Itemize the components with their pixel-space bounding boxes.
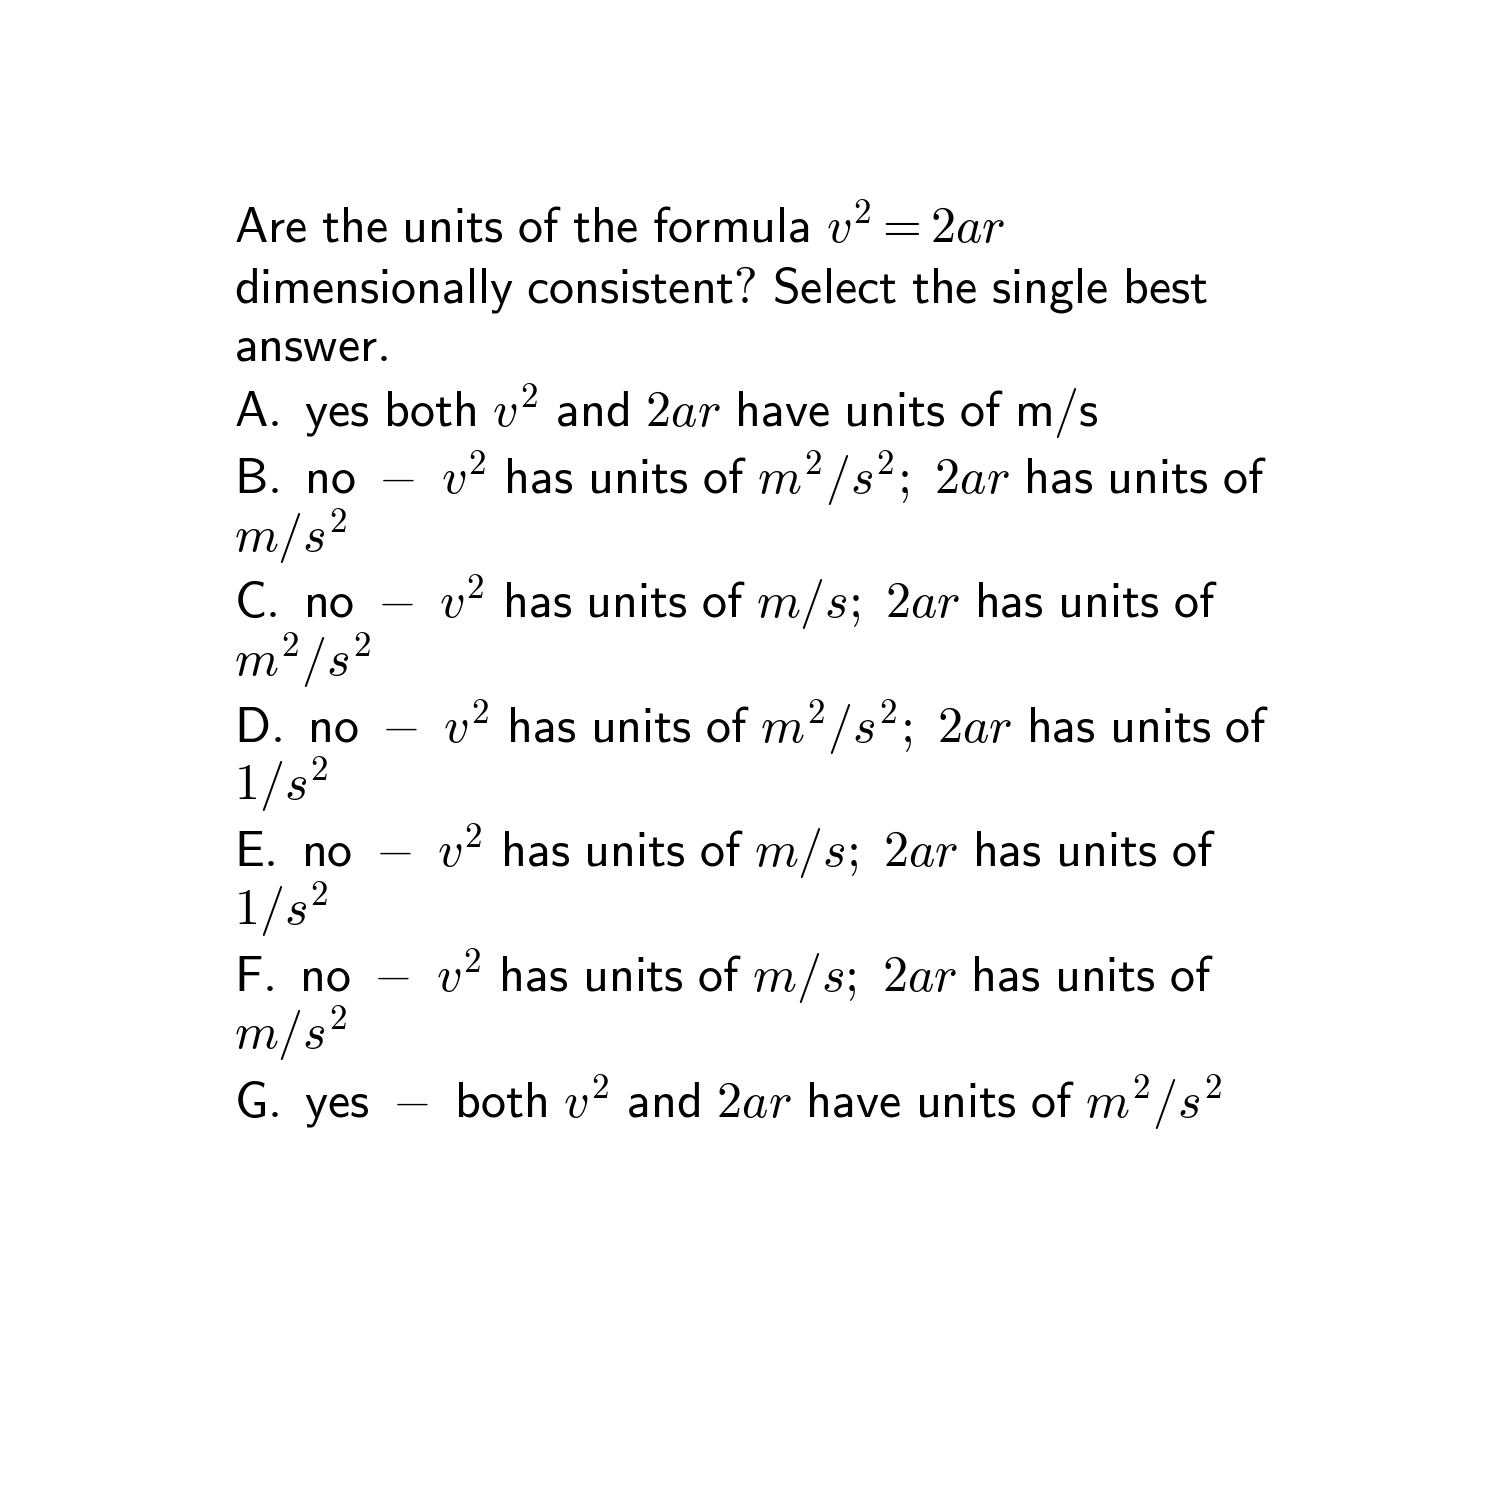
Text: $\mathsf{E.\ no\ -\ } v^2 \mathsf{\ has\ units\ of\ } m/s \mathsf{;\ } 2ar \math: $\mathsf{E.\ no\ -\ } v^2 \mathsf{\ has\…	[234, 821, 1215, 881]
Text: $\mathsf{C.\ no\ -\ } v^2 \mathsf{\ has\ units\ of\ } m/s \mathsf{;\ } 2ar \math: $\mathsf{C.\ no\ -\ } v^2 \mathsf{\ has\…	[234, 573, 1218, 633]
Text: $\mathsf{F.\ no\ -\ } v^2 \mathsf{\ has\ units\ of\ } m/s \mathsf{;\ } 2ar \math: $\mathsf{F.\ no\ -\ } v^2 \mathsf{\ has\…	[234, 945, 1214, 1005]
Text: $m^2/s^2$: $m^2/s^2$	[234, 630, 370, 690]
Text: $m/s^2$: $m/s^2$	[234, 506, 346, 565]
Text: $\mathsf{D.\ no\ -\ } v^2 \mathsf{\ has\ units\ of\ } m^2/s^2 \mathsf{;\ } 2ar \: $\mathsf{D.\ no\ -\ } v^2 \mathsf{\ has\…	[234, 697, 1269, 757]
Text: $\mathsf{answer.}$: $\mathsf{answer.}$	[234, 322, 388, 371]
Text: $\mathsf{G.\ yes\ -\ both\ } v^2 \mathsf{\ and\ } 2ar \mathsf{\ have\ units\ of\: $\mathsf{G.\ yes\ -\ both\ } v^2 \mathsf…	[234, 1073, 1222, 1132]
Text: $\mathsf{dimensionally\ consistent?\ Select\ the\ single\ best}$: $\mathsf{dimensionally\ consistent?\ Sel…	[234, 265, 1208, 316]
Text: $\mathsf{A.\ yes\ both\ } v^2 \mathsf{\ and\ } 2ar \mathsf{\ have\ units\ of\ m/: $\mathsf{A.\ yes\ both\ } v^2 \mathsf{\ …	[234, 381, 1100, 441]
Text: $1/s^2$: $1/s^2$	[234, 880, 328, 939]
Text: $\mathsf{Are\ the\ units\ of\ the\ formula\ } v^2 = 2ar$: $\mathsf{Are\ the\ units\ of\ the\ formu…	[234, 205, 1005, 253]
Text: $m/s^2$: $m/s^2$	[234, 1004, 346, 1064]
Text: $\mathsf{B.\ no\ -\ } v^2 \mathsf{\ has\ units\ of\ } m^2/s^2 \mathsf{;\ } 2ar \: $\mathsf{B.\ no\ -\ } v^2 \mathsf{\ has\…	[234, 449, 1266, 509]
Text: $1/s^2$: $1/s^2$	[234, 755, 328, 814]
